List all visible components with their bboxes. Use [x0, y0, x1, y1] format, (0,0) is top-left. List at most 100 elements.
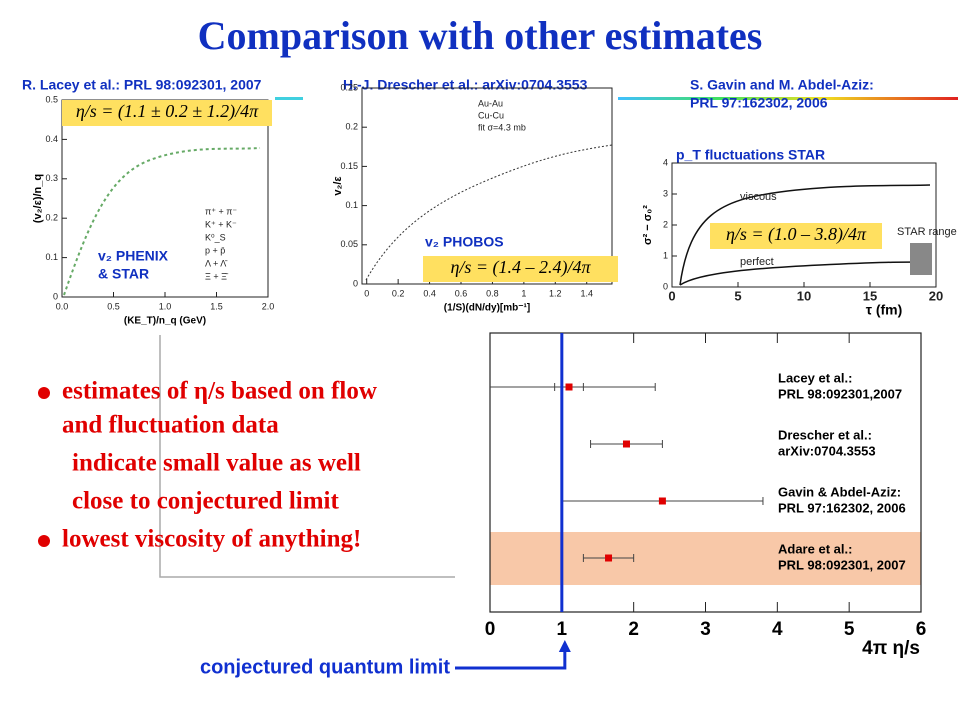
bullet-dot: [38, 535, 50, 547]
panel-x-tick-label: 1: [521, 288, 526, 298]
row-label: Gavin & Abdel-Aziz:: [778, 484, 901, 499]
panel-legend: fit σ=4.3 mb: [478, 122, 526, 132]
formula: η/s = (1.1 ± 0.2 ± 1.2)/4π: [76, 101, 259, 122]
panel-caption: v₂ PHOBOS: [425, 234, 504, 250]
bullet-text: estimates of η/s based on flow: [62, 378, 377, 405]
formula-box: [710, 223, 882, 249]
panel-legend: Cu-Cu: [478, 110, 504, 120]
reference: S. Gavin and M. Abdel-Aziz:: [690, 77, 874, 93]
panel-caption: v₂ PHENIX: [98, 248, 169, 264]
panel-x-tick-label: 0.4: [423, 288, 436, 298]
row-label: Drescher et al.:: [778, 427, 872, 442]
panel-y-tick-label: 4: [663, 157, 668, 167]
panel-y-tick-label: 0.5: [45, 94, 58, 104]
panel-legend: viscous: [740, 191, 777, 203]
x-axis-label: 4π η/s: [862, 638, 920, 659]
formula-box: [423, 256, 618, 282]
panel-x-tick-label: 1.2: [549, 288, 562, 298]
panel-x-tick-label: 0.6: [455, 288, 468, 298]
star-range: [910, 243, 932, 275]
point: [565, 383, 573, 391]
divider: [275, 97, 303, 100]
panel-legend: Λ + Λ̄: [205, 258, 228, 268]
panel-frame: [61, 99, 269, 298]
formula: η/s = (1.4 – 2.4)/4π: [450, 257, 591, 278]
panel-legend: STAR range: [897, 226, 957, 238]
panel-x-tick-label: 0: [364, 288, 369, 298]
bullet-text: and fluctuation data: [62, 412, 279, 439]
bullet-text: indicate small value as well: [72, 450, 361, 477]
point: [622, 440, 630, 448]
row-label: PRL 97:162302, 2006: [778, 500, 906, 515]
reference: PRL 97:162302, 2006: [690, 95, 828, 111]
panel-caption: p_T fluctuations STAR: [676, 147, 825, 163]
panel-y-tick-label: 0: [353, 278, 358, 288]
row-label: Lacey et al.:: [778, 370, 852, 385]
row-label: Adare et al.:: [778, 541, 852, 556]
panel-x-tick-label: 10: [797, 288, 811, 303]
formula-box: [62, 100, 272, 126]
panel-legend: K⁰_S: [205, 232, 226, 242]
divider: [618, 97, 958, 100]
panel-x-tick-label: 20: [929, 288, 943, 303]
panel-x-label: τ (fm): [866, 302, 903, 318]
point: [658, 497, 666, 505]
panel-x-tick-label: 1.4: [580, 288, 593, 298]
x-tick-label: 6: [916, 619, 927, 640]
panel-y-label: σ² − σ₀²: [642, 205, 654, 245]
panel-legend: Ξ + Ξ̄: [205, 271, 229, 281]
panel-y-tick-label: 0.2: [345, 122, 358, 132]
frame: [159, 335, 455, 578]
panel-curve: [365, 144, 613, 281]
panel-legend: p + p̄: [205, 245, 225, 255]
panel-x-tick-label: 1.0: [159, 301, 172, 311]
x-tick-label: 4: [772, 619, 783, 640]
x-tick-label: 2: [628, 619, 639, 640]
panel-curve: [63, 147, 261, 296]
panel-curve: [679, 261, 931, 286]
row-label: PRL 98:092301, 2007: [778, 557, 906, 572]
x-tick-label: 0: [485, 619, 496, 640]
panel-frame: [361, 87, 613, 285]
bullet-text: lowest viscosity of anything!: [62, 526, 361, 553]
panel-x-tick-label: 1.5: [210, 301, 223, 311]
x-tick-label: 1: [557, 619, 568, 640]
x-tick-label: 3: [700, 619, 711, 640]
panel-y-tick-label: 0.05: [340, 239, 358, 249]
bullet-text: close to conjectured limit: [72, 488, 339, 515]
panel-y-tick-label: 0: [53, 291, 58, 301]
panel-y-label: (v₂/ε)/n_q: [32, 174, 44, 223]
panel-x-tick-label: 0.0: [56, 301, 69, 311]
panel-y-tick-label: 0.15: [340, 161, 358, 171]
panel-y-tick-label: 1: [663, 250, 668, 260]
panel-x-tick-label: 0.8: [486, 288, 499, 298]
panel-x-tick-label: 5: [734, 288, 741, 303]
point: [605, 554, 613, 562]
panel-y-tick-label: 2: [663, 219, 668, 229]
panel-y-tick-label: 0.4: [45, 134, 58, 144]
panel-y-tick-label: 0.2: [45, 213, 58, 223]
panel-curve: [679, 184, 931, 286]
panel-legend: K⁺ + K⁻: [205, 219, 237, 229]
panel-y-tick-label: 0.3: [45, 173, 58, 183]
panel-x-tick-label: 15: [863, 288, 877, 303]
panel-caption: & STAR: [98, 266, 149, 282]
panel-x-label: (1/S)(dN/dy)[mb⁻¹]: [444, 303, 530, 314]
panel-legend: perfect: [740, 256, 774, 268]
panel-y-tick-label: 3: [663, 188, 668, 198]
row-label: PRL 98:092301,2007: [778, 386, 902, 401]
panel-y-tick-label: 0.25: [340, 82, 358, 92]
reference: H.-J. Drescher et al.: arXiv:0704.3553: [343, 77, 588, 93]
x-tick-label: 5: [844, 619, 855, 640]
formula: η/s = (1.0 – 3.8)/4π: [726, 224, 867, 245]
panel-y-tick-label: 0.1: [345, 200, 358, 210]
panel-legend: π⁺ + π⁻: [205, 206, 237, 216]
panel-x-tick-label: 0: [668, 288, 675, 303]
limit-arrow: [455, 650, 567, 670]
limit-arrowhead: [558, 640, 571, 652]
panel-x-tick-label: 2.0: [262, 301, 275, 311]
panel-x-label: (KE_T)/n_q (GeV): [124, 316, 206, 327]
panel-y-tick-label: 0: [663, 281, 668, 291]
row-label: arXiv:0704.3553: [778, 443, 876, 458]
